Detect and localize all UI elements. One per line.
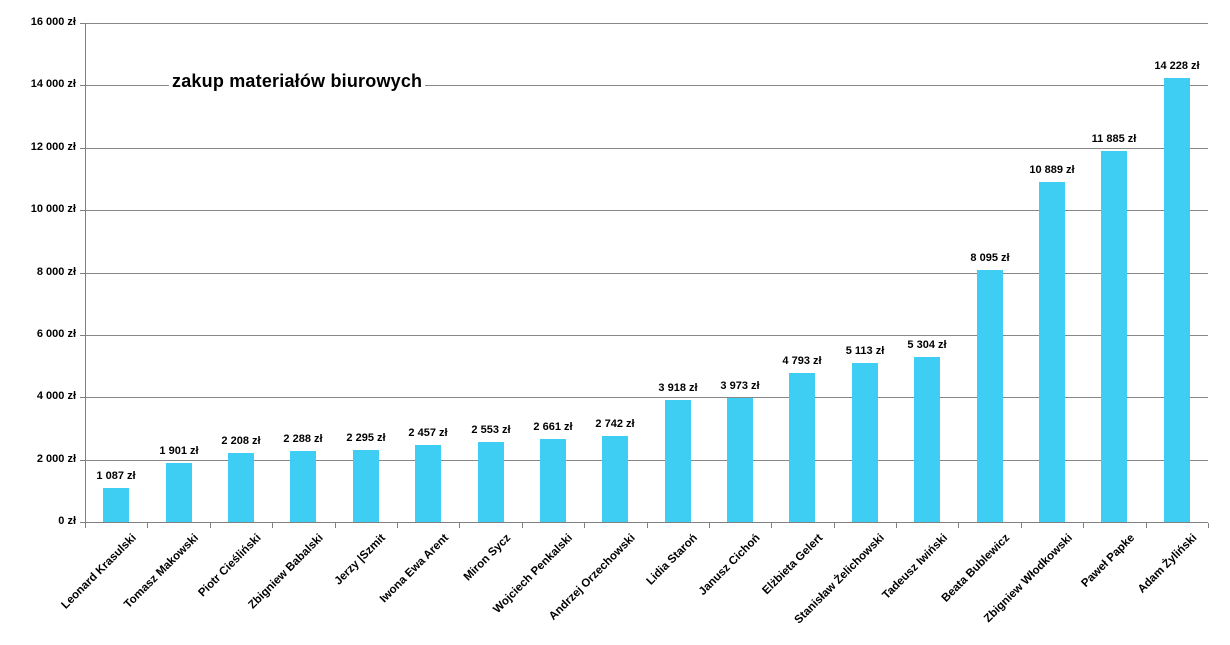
x-axis-tick	[958, 523, 959, 528]
y-tick-label: 8 000 zł	[36, 266, 76, 278]
x-axis-tick	[1208, 523, 1209, 528]
gridline	[85, 397, 1208, 398]
x-tick-label: Janusz Cichoń	[696, 532, 763, 598]
bar-value-label: 4 793 zł	[782, 355, 822, 367]
y-tick-label: 2 000 zł	[36, 453, 76, 465]
x-axis-tick	[1021, 523, 1022, 528]
bar-value-label: 2 742 zł	[595, 418, 635, 430]
x-tick-label: Jerzy |Szmit	[332, 532, 389, 588]
x-tick-label: Iwona Ewa Arent	[377, 532, 451, 606]
x-tick-label: Lidia Staroń	[644, 532, 701, 588]
x-axis-tick	[459, 523, 460, 528]
y-tick-label: 12 000 zł	[30, 141, 76, 153]
bar	[1039, 182, 1065, 522]
x-axis-tick	[85, 523, 86, 528]
bar	[602, 436, 628, 522]
bar	[789, 373, 815, 522]
gridline	[85, 335, 1208, 336]
x-tick-label: Miron Sycz	[461, 532, 514, 584]
bar-value-label: 1 901 zł	[159, 445, 199, 457]
x-axis-tick	[147, 523, 148, 528]
x-axis-line	[85, 522, 1208, 523]
y-axis-tick	[80, 85, 85, 86]
y-tick-label: 14 000 zł	[30, 78, 76, 90]
y-axis-line	[85, 23, 86, 523]
bar	[977, 270, 1003, 522]
gridline	[85, 23, 1208, 24]
bar	[103, 488, 129, 522]
y-tick-label: 0 zł	[58, 515, 76, 527]
gridline	[85, 85, 1208, 86]
bar	[1101, 151, 1127, 522]
y-tick-label: 6 000 zł	[36, 328, 76, 340]
bar	[727, 398, 753, 522]
x-axis-tick	[522, 523, 523, 528]
bar-value-label: 8 095 zł	[970, 252, 1010, 264]
bar	[665, 400, 691, 522]
x-axis-tick	[771, 523, 772, 528]
bar	[228, 453, 254, 522]
x-tick-label: Elżbieta Gelert	[759, 532, 825, 597]
bar	[290, 451, 316, 522]
y-tick-label: 4 000 zł	[36, 390, 76, 402]
bar-value-label: 5 113 zł	[845, 345, 885, 357]
bar-value-label: 1 087 zł	[96, 470, 136, 482]
bar-value-label: 2 457 zł	[408, 427, 448, 439]
x-axis-tick	[1083, 523, 1084, 528]
x-tick-label: Beata Bublewicz	[939, 532, 1013, 605]
x-axis-tick	[584, 523, 585, 528]
x-tick-label: Paweł Papke	[1079, 532, 1137, 590]
x-tick-label: Adam Żyliński	[1135, 532, 1200, 596]
bar-value-label: 14 228 zł	[1154, 60, 1200, 72]
bar-value-label: 10 889 zł	[1029, 164, 1075, 176]
bar-value-label: 2 208 zł	[221, 435, 261, 447]
y-axis-tick	[80, 522, 85, 523]
y-axis-tick	[80, 397, 85, 398]
bar-value-label: 3 973 zł	[720, 380, 760, 392]
x-axis-tick	[834, 523, 835, 528]
gridline	[85, 460, 1208, 461]
gridline	[85, 148, 1208, 149]
bar	[415, 445, 441, 522]
bar-value-label: 3 918 zł	[658, 382, 698, 394]
bar-value-label: 2 295 zł	[346, 432, 386, 444]
bar-value-label: 11 885 zł	[1091, 133, 1137, 145]
gridline	[85, 210, 1208, 211]
y-axis-tick	[80, 460, 85, 461]
y-axis-tick	[80, 335, 85, 336]
x-axis-tick	[896, 523, 897, 528]
bar	[478, 442, 504, 522]
y-axis-tick	[80, 210, 85, 211]
chart-title: zakup materiałów biurowych	[169, 71, 426, 92]
bar-value-label: 2 661 zł	[533, 421, 573, 433]
x-axis-tick	[272, 523, 273, 528]
bar	[166, 463, 192, 522]
bar-value-label: 2 288 zł	[283, 433, 323, 445]
bar	[353, 450, 379, 522]
bar	[914, 357, 940, 522]
x-axis-tick	[397, 523, 398, 528]
y-tick-label: 16 000 zł	[30, 16, 76, 28]
y-tick-label: 10 000 zł	[30, 203, 76, 215]
y-axis-tick	[80, 23, 85, 24]
bar-value-label: 5 304 zł	[907, 339, 947, 351]
bar	[540, 439, 566, 522]
x-axis-tick	[647, 523, 648, 528]
x-tick-label: Piotr Cieśliński	[196, 532, 264, 600]
y-axis-tick	[80, 273, 85, 274]
x-axis-tick	[210, 523, 211, 528]
y-axis-tick	[80, 148, 85, 149]
x-tick-label: Tadeusz Iwiński	[879, 532, 950, 602]
x-axis-tick	[709, 523, 710, 528]
x-axis-tick	[1146, 523, 1147, 528]
bar	[1164, 78, 1190, 522]
bar	[852, 363, 878, 522]
gridline	[85, 273, 1208, 274]
x-axis-tick	[335, 523, 336, 528]
bar-value-label: 2 553 zł	[471, 424, 511, 436]
